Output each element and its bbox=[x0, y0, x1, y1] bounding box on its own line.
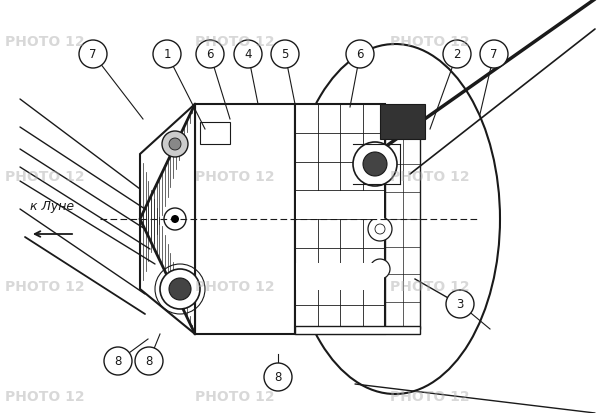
Bar bbox=[200, 123, 230, 145]
Text: 1: 1 bbox=[163, 48, 171, 62]
Circle shape bbox=[450, 294, 460, 304]
Text: PHOTO 12: PHOTO 12 bbox=[5, 170, 85, 183]
Circle shape bbox=[171, 216, 179, 223]
Text: 5: 5 bbox=[281, 48, 289, 62]
Text: 6: 6 bbox=[206, 48, 214, 62]
Text: 2: 2 bbox=[453, 48, 461, 62]
Circle shape bbox=[234, 41, 262, 69]
Circle shape bbox=[370, 259, 390, 279]
Bar bbox=[380, 105, 425, 140]
Circle shape bbox=[135, 347, 163, 375]
Text: 8: 8 bbox=[115, 355, 122, 368]
Text: 8: 8 bbox=[145, 355, 152, 368]
Bar bbox=[385, 110, 420, 329]
Bar bbox=[296, 263, 384, 291]
Circle shape bbox=[353, 142, 397, 187]
Text: PHOTO 12: PHOTO 12 bbox=[5, 389, 85, 403]
Bar bbox=[195, 105, 295, 334]
Circle shape bbox=[79, 41, 107, 69]
Ellipse shape bbox=[290, 45, 500, 394]
Circle shape bbox=[443, 41, 471, 69]
Text: PHOTO 12: PHOTO 12 bbox=[390, 170, 470, 183]
Circle shape bbox=[346, 41, 374, 69]
Text: 3: 3 bbox=[457, 298, 464, 311]
Circle shape bbox=[368, 218, 392, 242]
Circle shape bbox=[375, 224, 385, 235]
Text: 7: 7 bbox=[89, 48, 97, 62]
Text: PHOTO 12: PHOTO 12 bbox=[195, 170, 275, 183]
Circle shape bbox=[160, 269, 200, 309]
Text: 4: 4 bbox=[244, 48, 252, 62]
Circle shape bbox=[162, 132, 188, 158]
Text: к Луне: к Луне bbox=[30, 199, 74, 212]
Text: PHOTO 12: PHOTO 12 bbox=[390, 279, 470, 293]
Text: PHOTO 12: PHOTO 12 bbox=[390, 35, 470, 49]
Bar bbox=[295, 326, 420, 334]
Text: 8: 8 bbox=[274, 370, 281, 384]
Text: 6: 6 bbox=[356, 48, 364, 62]
Circle shape bbox=[169, 139, 181, 151]
Circle shape bbox=[264, 363, 292, 391]
Circle shape bbox=[480, 41, 508, 69]
Text: PHOTO 12: PHOTO 12 bbox=[390, 389, 470, 403]
Bar bbox=[295, 105, 385, 334]
Text: PHOTO 12: PHOTO 12 bbox=[5, 279, 85, 293]
Polygon shape bbox=[140, 105, 195, 334]
Circle shape bbox=[153, 41, 181, 69]
Text: PHOTO 12: PHOTO 12 bbox=[195, 389, 275, 403]
Circle shape bbox=[271, 41, 299, 69]
Circle shape bbox=[169, 278, 191, 300]
Circle shape bbox=[164, 209, 186, 230]
Text: PHOTO 12: PHOTO 12 bbox=[195, 279, 275, 293]
Text: PHOTO 12: PHOTO 12 bbox=[5, 35, 85, 49]
Circle shape bbox=[196, 41, 224, 69]
Circle shape bbox=[363, 153, 387, 177]
Circle shape bbox=[104, 347, 132, 375]
Bar bbox=[296, 191, 384, 219]
Text: 7: 7 bbox=[490, 48, 498, 62]
Circle shape bbox=[446, 290, 474, 318]
Text: PHOTO 12: PHOTO 12 bbox=[195, 35, 275, 49]
